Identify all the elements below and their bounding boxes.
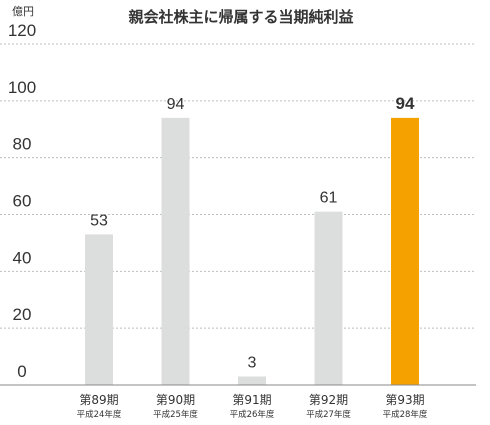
x-tick-label: 第89期 <box>79 393 118 407</box>
y-axis-ticks: 0 20 40 60 80 100 120 <box>8 21 36 381</box>
x-tick-label: 第93期 <box>385 393 424 407</box>
bars <box>85 117 419 385</box>
y-tick-label: 20 <box>13 305 32 324</box>
x-tick-sublabel: 平成27年度 <box>306 409 351 420</box>
x-tick-sublabel: 平成26年度 <box>230 409 275 420</box>
value-label: 53 <box>90 212 108 229</box>
x-tick-label: 第92期 <box>309 393 348 407</box>
y-tick-label: 100 <box>8 78 36 97</box>
y-tick-label: 40 <box>13 248 32 267</box>
y-tick-label: 80 <box>13 135 32 154</box>
bar-5 <box>391 117 419 385</box>
bar-3 <box>238 376 266 385</box>
value-labels: 53 94 3 61 94 <box>90 94 415 372</box>
bar-4 <box>314 211 343 385</box>
value-label: 3 <box>248 354 257 371</box>
unit-label: 億円 <box>12 5 34 18</box>
y-tick-label: 0 <box>17 362 26 381</box>
x-tick-sublabel: 平成25年度 <box>153 409 198 420</box>
x-tick-label: 第90期 <box>156 393 195 407</box>
chart-title: 親会社株主に帰属する当期純利益 <box>128 8 353 26</box>
value-label: 94 <box>396 94 415 113</box>
value-label: 94 <box>167 96 185 113</box>
x-tick-sublabel: 平成24年度 <box>77 409 122 420</box>
y-tick-label: 60 <box>13 192 32 211</box>
value-label: 61 <box>320 190 338 207</box>
y-tick-label: 120 <box>8 21 36 40</box>
x-tick-label: 第91期 <box>232 393 271 407</box>
bar-1 <box>85 234 113 385</box>
bar-2 <box>161 117 190 385</box>
x-tick-sublabel: 平成28年度 <box>383 409 428 420</box>
